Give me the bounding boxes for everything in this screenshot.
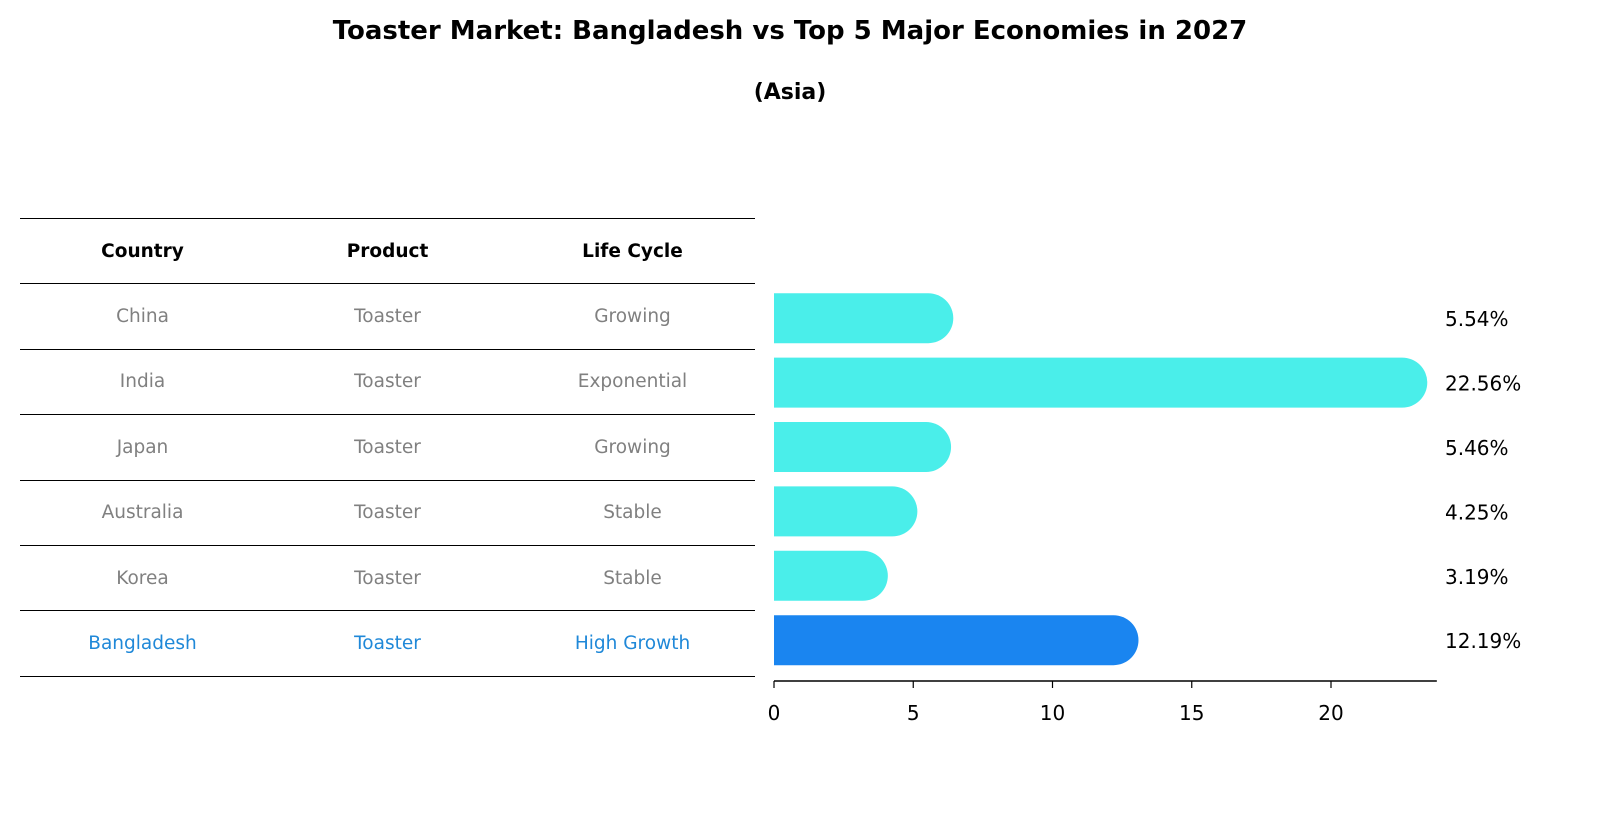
cell-life-cycle: High Growth: [574, 633, 691, 655]
x-tick-label: 10: [1040, 701, 1065, 725]
cell-life-cycle: Growing: [594, 436, 671, 458]
table-row: China Toaster Growing: [20, 283, 755, 348]
x-tick-label: 20: [1318, 701, 1343, 725]
cell-life-cycle: Growing: [594, 306, 671, 328]
cell-country: China: [116, 306, 169, 328]
cell-life-cycle: Exponential: [577, 371, 688, 393]
cell-country: Australia: [101, 502, 184, 524]
cell-product: Toaster: [354, 633, 421, 655]
value-label: 22.56%: [1445, 372, 1521, 396]
cell-product: Toaster: [354, 436, 421, 458]
x-tick-label: 5: [907, 701, 920, 725]
cell-product: Toaster: [354, 371, 421, 393]
cell-country: India: [119, 371, 166, 393]
table-row: Bangladesh Toaster High Growth: [20, 610, 755, 677]
bar-australia: [774, 486, 918, 537]
bar-bangladesh: [774, 615, 1139, 666]
bar-japan: [774, 422, 952, 472]
cell-country: Bangladesh: [88, 633, 197, 655]
table-row: Korea Toaster Stable: [20, 544, 755, 610]
bar-china: [774, 293, 954, 344]
cell-product: Toaster: [354, 306, 421, 328]
x-tick-label: 0: [768, 701, 781, 725]
cell-product: Toaster: [354, 567, 421, 589]
chart-title: Toaster Market: Bangladesh vs Top 5 Majo…: [332, 16, 1248, 46]
chart-subtitle: (Asia): [753, 80, 827, 105]
table-header: Country Product Life Cycle: [20, 218, 755, 283]
value-label: 12.19%: [1445, 629, 1521, 653]
value-label: 4.25%: [1445, 500, 1509, 524]
header-product: Product: [346, 240, 429, 262]
x-tick-label: 15: [1179, 701, 1204, 725]
header-country: Country: [101, 240, 184, 262]
value-label: 3.19%: [1445, 565, 1509, 589]
value-label: 5.46%: [1445, 436, 1509, 460]
cell-country: Japan: [116, 436, 169, 458]
cell-product: Toaster: [354, 502, 421, 524]
header-life-cycle: Life Cycle: [582, 240, 683, 262]
table-row: India Toaster Exponential: [20, 348, 755, 414]
cell-life-cycle: Stable: [603, 502, 662, 524]
cell-country: Korea: [116, 567, 169, 589]
bar-india: [774, 357, 1428, 408]
value-label: 5.54%: [1445, 307, 1509, 331]
data-table: Country Product Life Cycle China Toaster G…: [20, 218, 755, 677]
cell-life-cycle: Stable: [603, 567, 662, 589]
bar-korea: [774, 550, 888, 601]
table-row: Australia Toaster Stable: [20, 479, 755, 545]
table-row: Japan Toaster Growing: [20, 414, 755, 479]
